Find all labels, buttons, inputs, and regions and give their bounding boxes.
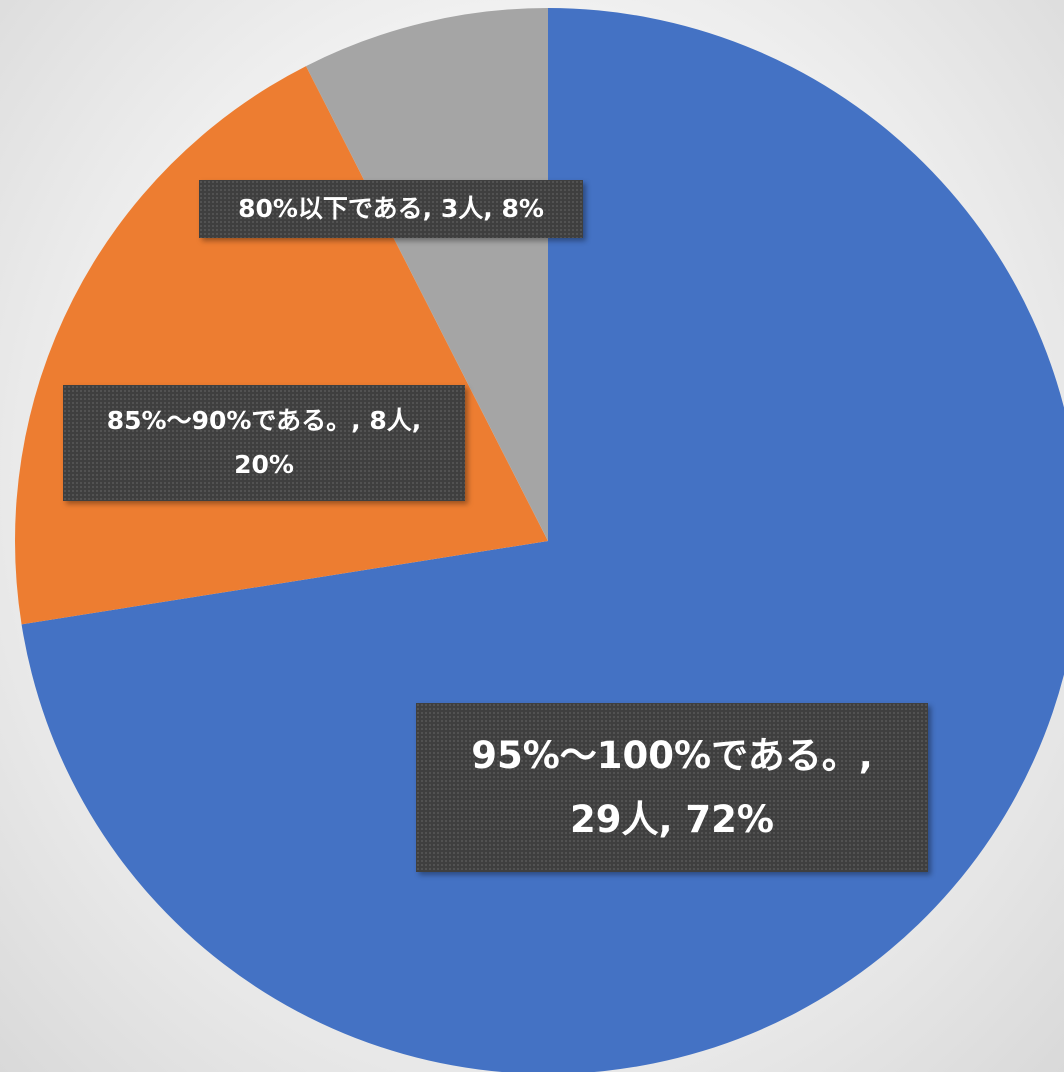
data-label-95-100: 95%～100%である。, 29人, 72% bbox=[416, 703, 928, 872]
data-label-line: 80%以下である, 3人, 8% bbox=[238, 194, 544, 223]
data-label-85-90: 85%～90%である。, 8人, 20% bbox=[63, 385, 465, 501]
data-label-line: 20% bbox=[234, 450, 294, 479]
data-label-line: 85%～90%である。, 8人, bbox=[106, 406, 422, 435]
data-label-line: 29人, 72% bbox=[570, 797, 774, 841]
data-label-line: 95%～100%である。, bbox=[471, 733, 873, 777]
pie-slice-80-below bbox=[306, 8, 548, 541]
data-label-80-below: 80%以下である, 3人, 8% bbox=[199, 180, 583, 238]
